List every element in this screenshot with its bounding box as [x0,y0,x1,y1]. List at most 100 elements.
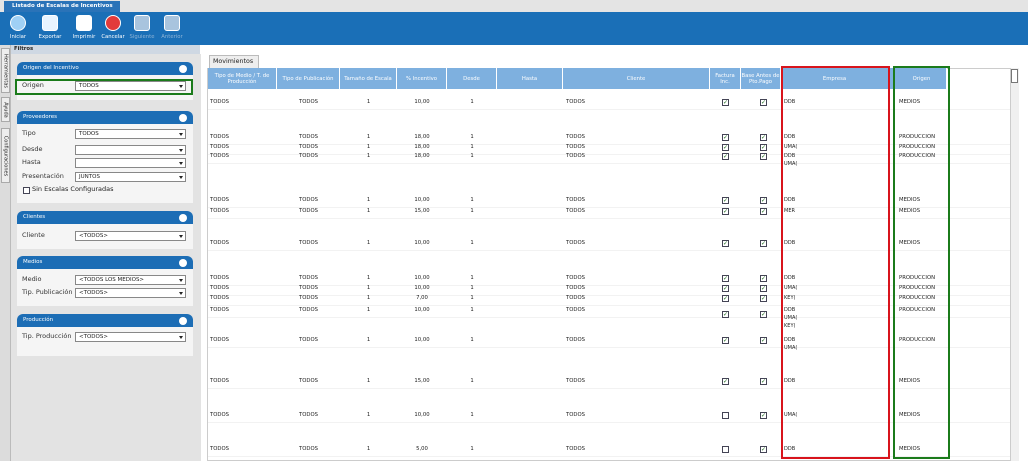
checkbox-factura[interactable] [722,446,729,453]
checkbox-base[interactable]: ✓ [760,144,767,151]
checkbox-base[interactable]: ✓ [760,275,767,282]
checkbox-factura[interactable]: ✓ [722,99,729,106]
column-header[interactable]: Tipo de Publicación [277,68,340,89]
cell-empresa: UMA( [784,161,798,167]
cell-publicacion: TODOS [298,295,318,301]
cell-empresa: MER [784,208,795,214]
toolbar-icon[interactable] [105,15,121,31]
checkbox-factura[interactable]: ✓ [722,337,729,344]
checkbox-factura[interactable]: ✓ [722,285,729,292]
row-line [208,207,1010,208]
cell-origen: PRODUCCION [899,134,936,140]
cell-origen: PRODUCCION [899,153,936,159]
select-box[interactable]: <TODOS> [75,231,186,241]
cell-tipo: TODOS [210,337,230,343]
column-header[interactable]: Base Antes de Pto.Pago [741,68,781,89]
checkbox-factura[interactable] [722,412,729,419]
checkbox-factura[interactable]: ✓ [722,311,729,318]
checkbox-base[interactable]: ✓ [760,337,767,344]
toolbar-icon[interactable] [10,15,26,31]
side-tab-label: Ayuda [2,101,8,118]
cell-incentivo: 10,00 [414,285,430,291]
collapse-toggle[interactable] [179,65,187,73]
checkbox-factura[interactable]: ✓ [722,134,729,141]
cell-tipo: TODOS [210,208,230,214]
field-label: Medio [22,275,42,283]
checkbox-base[interactable]: ✓ [760,412,767,419]
select-box[interactable] [75,145,186,155]
cell-cliente: TODOS [566,197,586,203]
cell-desde: 1 [470,337,474,343]
column-header[interactable]: Origen [897,68,947,89]
side-tab[interactable]: Ayuda [1,97,10,122]
collapse-toggle[interactable] [179,114,187,122]
select-box[interactable]: TODOS [75,81,186,91]
checkbox-factura[interactable]: ✓ [722,208,729,215]
checkbox-base[interactable]: ✓ [760,208,767,215]
collapse-toggle[interactable] [179,214,187,222]
toolbar-icon[interactable] [42,15,58,31]
toolbar-button[interactable]: Cancelar [101,34,125,40]
checkbox-factura[interactable]: ✓ [722,295,729,302]
column-header[interactable]: Cliente [563,68,710,89]
checkbox-base[interactable]: ✓ [760,311,767,318]
checkbox-base[interactable]: ✓ [760,378,767,385]
toolbar-button[interactable]: Iniciar [9,34,27,40]
cell-cliente: TODOS [566,208,586,214]
checkbox-base[interactable]: ✓ [760,153,767,160]
checkbox-base[interactable]: ✓ [760,99,767,106]
toolbar-icon[interactable] [76,15,92,31]
row-line [208,144,1010,145]
checkbox-factura[interactable]: ✓ [722,144,729,151]
field-label: Presentación [22,172,64,180]
scroll-thumb[interactable] [1011,69,1018,83]
column-header[interactable]: Tipo de Medio / T. de Producción [208,68,277,89]
cell-empresa: DDB [784,153,796,159]
select-box[interactable]: TODOS [75,129,186,139]
checkbox-factura[interactable]: ✓ [722,197,729,204]
field-label: Origen [22,81,44,89]
select-box[interactable] [75,158,186,168]
checkbox-factura[interactable]: ✓ [722,378,729,385]
column-header[interactable]: Desde [447,68,497,89]
checkbox-base[interactable]: ✓ [760,295,767,302]
select-box[interactable]: <TODOS> [75,332,186,342]
column-header[interactable]: Hasta [497,68,563,89]
collapse-toggle[interactable] [179,259,187,267]
cell-tipo: TODOS [210,99,230,105]
cell-empresa: DDB [784,378,796,384]
side-tab[interactable]: Configuraciones [1,128,10,183]
select-box[interactable]: JUNTOS [75,172,186,182]
cell-tamano: 1 [366,295,371,301]
toolbar-icon[interactable] [134,15,150,31]
checkbox-base[interactable]: ✓ [760,134,767,141]
cell-empresa: DDB [784,197,796,203]
column-header[interactable]: % Incentivo [397,68,447,89]
collapse-toggle[interactable] [179,317,187,325]
checkbox-base[interactable]: ✓ [760,197,767,204]
toolbar-icon[interactable] [164,15,180,31]
checkbox-factura[interactable]: ✓ [722,153,729,160]
checkbox-base[interactable]: ✓ [760,446,767,453]
cell-publicacion: TODOS [298,285,318,291]
toolbar-button[interactable]: Exportar [38,34,62,40]
column-header[interactable]: Tamaño de Escala [340,68,397,89]
checkbox[interactable] [23,187,30,194]
toolbar-button[interactable]: Siguiente [129,34,155,40]
side-tab[interactable]: Herramientas [1,48,10,93]
cell-tamano: 1 [366,446,371,452]
tab-movimientos[interactable]: Movimientos [209,55,259,68]
checkbox-factura[interactable]: ✓ [722,240,729,247]
checkbox-base[interactable]: ✓ [760,240,767,247]
section-header: Proveedores [17,111,193,124]
select-box[interactable]: <TODOS LOS MEDIOS> [75,275,186,285]
toolbar-button[interactable]: Imprimir [72,34,96,40]
section-header: Origen del Incentivo [17,62,193,75]
select-box[interactable]: <TODOS> [75,288,186,298]
cell-cliente: TODOS [566,240,586,246]
checkbox-factura[interactable]: ✓ [722,275,729,282]
checkbox-base[interactable]: ✓ [760,285,767,292]
row-line [208,295,1010,296]
toolbar-button[interactable]: Anterior [161,34,183,40]
column-header[interactable]: Factura Inc. [710,68,741,89]
